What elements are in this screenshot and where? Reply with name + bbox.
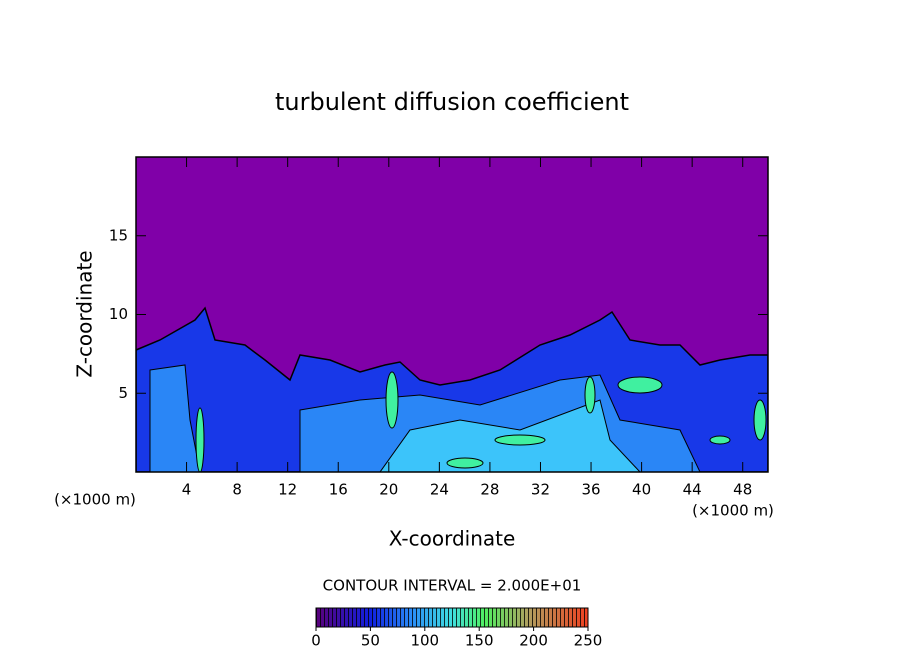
x-axis-label: X-coordinate: [389, 527, 516, 551]
x-tick-label: 36: [581, 481, 600, 499]
x-tick-label: 8: [232, 481, 242, 499]
x-unit-label: (×1000 m): [54, 491, 136, 509]
x-tick-label: 20: [379, 481, 398, 499]
field: [136, 157, 768, 472]
chart-title: turbulent diffusion coefficient: [275, 88, 629, 116]
colorbar-tick-label: 200: [519, 632, 548, 650]
y-tick-label: 10: [109, 305, 128, 323]
x-tick-label: 40: [632, 481, 651, 499]
x-tick-label: 16: [329, 481, 348, 499]
colorbar-frame: [315, 607, 589, 628]
x-tick-label: 48: [733, 481, 752, 499]
colorbar-tick-label: 100: [410, 632, 439, 650]
colorbar-label: CONTOUR INTERVAL = 2.000E+01: [323, 577, 582, 595]
x-tick-label: 28: [480, 481, 499, 499]
colorbar-tick-label: 250: [574, 632, 603, 650]
y-tick-label: 5: [118, 384, 128, 402]
colorbar-tick-label: 50: [361, 632, 380, 650]
x-tick-label: 12: [278, 481, 297, 499]
y-tick-label: 15: [109, 226, 128, 244]
x-tick-label: 4: [182, 481, 192, 499]
colorbar-tick-label: 150: [465, 632, 494, 650]
y-axis-label: Z-coordinate: [73, 250, 97, 377]
x-unit-label: (×1000 m): [692, 502, 774, 520]
x-tick-label: 32: [531, 481, 550, 499]
colorbar-tick-label: 0: [311, 632, 321, 650]
x-tick-label: 24: [430, 481, 449, 499]
x-tick-label: 44: [683, 481, 702, 499]
